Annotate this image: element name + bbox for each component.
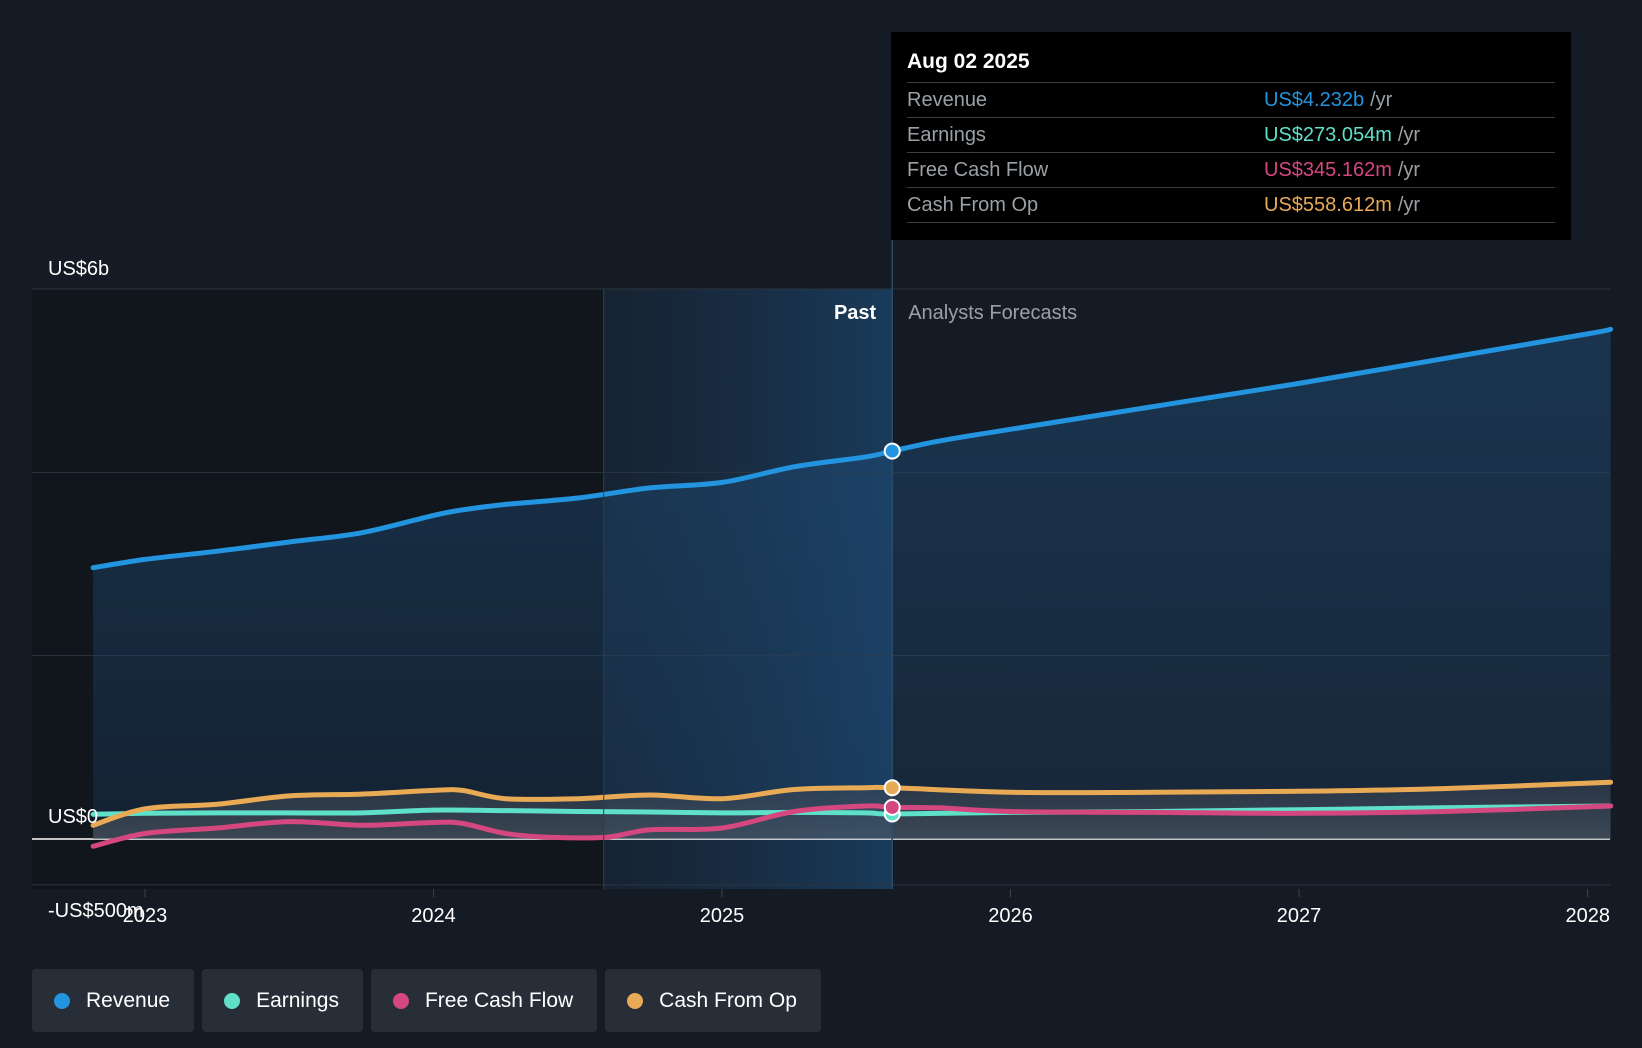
tooltip-label: Earnings [907, 124, 986, 146]
y-tick-label: US$6b [48, 258, 109, 280]
tooltip: Aug 02 2025 Revenue US$4.232b /yr Earnin… [891, 32, 1571, 240]
x-tick-label: 2023 [123, 905, 168, 927]
legend-item-fcf[interactable]: Free Cash Flow [370, 969, 598, 1032]
tooltip-label: Cash From Op [907, 194, 1039, 216]
revenue-dot-icon [54, 992, 70, 1009]
tooltip-value: US$273.054m [1264, 124, 1392, 146]
fcf-marker [883, 798, 901, 816]
legend-item-cfo[interactable]: Cash From Op [605, 969, 821, 1032]
legend-item-revenue[interactable]: Revenue [32, 969, 195, 1032]
x-tick-label: 2025 [700, 905, 745, 927]
tooltip-value: US$558.612m [1264, 194, 1392, 216]
legend-label: Revenue [86, 988, 171, 1012]
tooltip-unit: /yr [1397, 159, 1421, 181]
fcf-line [90, 803, 1614, 849]
tooltip-row-earnings: Earnings US$273.054m /yr [907, 118, 1555, 153]
tooltip-date: Aug 02 2025 [907, 46, 1555, 83]
tooltip-label: Revenue [907, 89, 988, 111]
tooltip-row-fcf: Free Cash Flow US$345.162m /yr [907, 153, 1555, 188]
tooltip-row-cfo: Cash From Op US$558.612m /yr [907, 188, 1555, 223]
tooltip-markers [883, 442, 901, 823]
revenue-line [90, 326, 1614, 571]
cfo-line [90, 779, 1614, 828]
x-tick-label: 2027 [1277, 905, 1322, 927]
x-tick-label: 2024 [411, 905, 456, 927]
revenue-marker [883, 442, 901, 460]
y-tick-label: US$0 [48, 806, 98, 828]
earnings-line [90, 803, 1614, 817]
tooltip-value: US$4.232b [1264, 89, 1365, 111]
past-label: Past [834, 302, 877, 324]
y-tick-label: -US$500m [48, 900, 144, 922]
x-tick-label: 2026 [988, 905, 1033, 927]
legend: Revenue Earnings Free Cash Flow Cash Fro… [32, 969, 821, 1032]
revenue-area [93, 329, 1611, 839]
x-tick-label: 2028 [1566, 905, 1611, 927]
cfo-dot-icon [627, 992, 644, 1009]
legend-label: Free Cash Flow [424, 988, 574, 1012]
tooltip-unit: /yr [1370, 89, 1393, 111]
x-axis-ticks: 2023 2024 2025 2026 2027 2028 [123, 889, 1610, 927]
legend-label: Earnings [256, 988, 339, 1012]
legend-item-earnings[interactable]: Earnings [202, 969, 363, 1032]
y-axis-labels: US$6b US$0 -US$500m [48, 258, 144, 922]
tooltip-row-revenue: Revenue US$4.232b /yr [907, 83, 1555, 118]
series-lines [90, 326, 1614, 849]
earnings-dot-icon [224, 992, 241, 1009]
cfo-marker [883, 779, 901, 797]
forecast-label: Analysts Forecasts [908, 302, 1077, 324]
tooltip-unit: /yr [1397, 124, 1421, 146]
tooltip-value: US$345.162m [1264, 159, 1392, 181]
tooltip-label: Free Cash Flow [907, 159, 1049, 181]
tooltip-unit: /yr [1397, 194, 1421, 216]
legend-label: Cash From Op [659, 988, 797, 1012]
fcf-dot-icon [392, 992, 409, 1009]
